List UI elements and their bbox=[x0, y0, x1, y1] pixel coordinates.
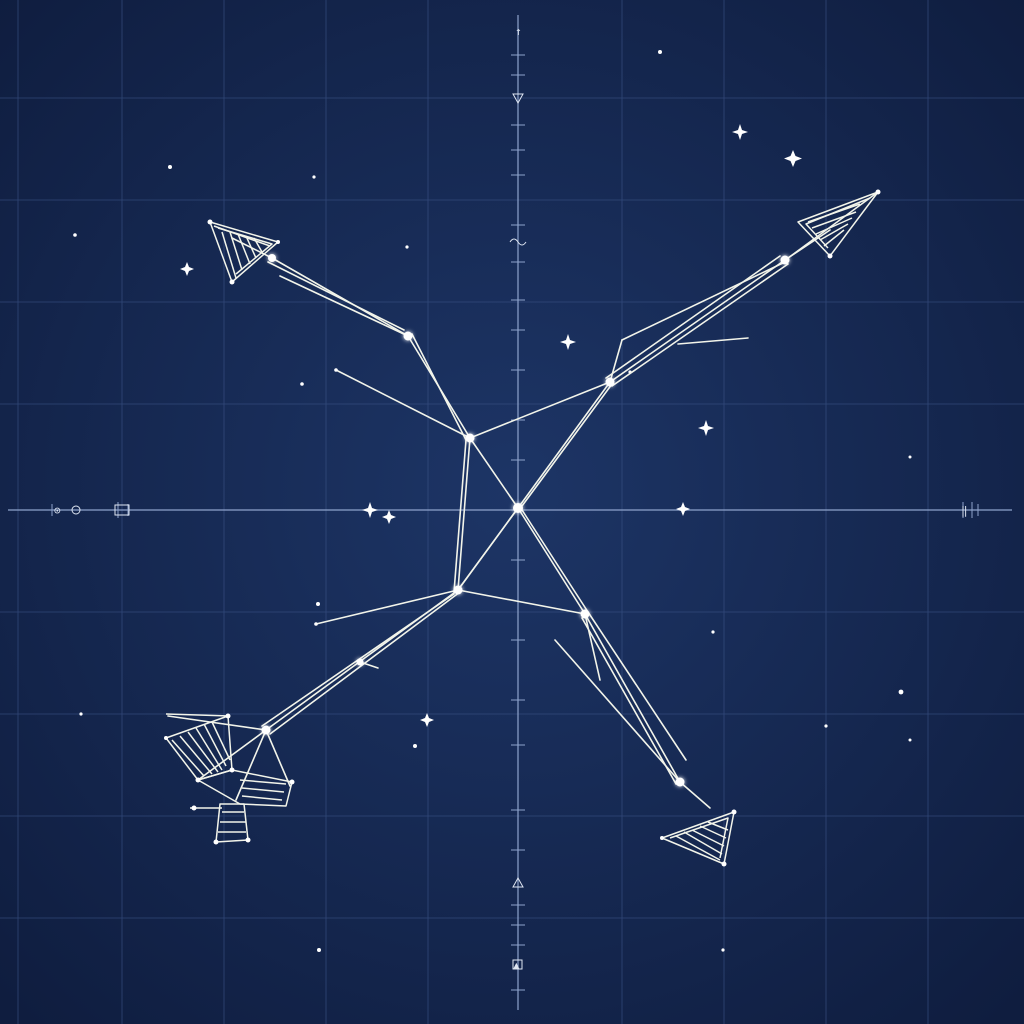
arrowhead-lower-right bbox=[661, 811, 735, 865]
constellation-lines bbox=[167, 229, 831, 809]
sparkle-star bbox=[420, 713, 434, 727]
sparkle-star bbox=[698, 420, 714, 436]
star-node bbox=[605, 377, 615, 387]
star-node bbox=[453, 585, 463, 595]
sparkle-star bbox=[362, 502, 378, 518]
y-axis-bottom-label: ▲ bbox=[513, 959, 520, 972]
constellation-nodes bbox=[261, 254, 790, 787]
star-node bbox=[513, 503, 523, 513]
y-axis-ticks bbox=[511, 54, 525, 991]
axis-markers bbox=[71, 93, 527, 970]
star-node bbox=[403, 331, 413, 341]
arrowhead-upper-right bbox=[787, 191, 879, 259]
sparkle-star bbox=[560, 334, 576, 350]
star-node bbox=[780, 255, 790, 265]
background-stars bbox=[73, 50, 912, 952]
bracket-marker bbox=[114, 504, 130, 516]
star-node bbox=[465, 433, 475, 443]
star-node bbox=[268, 254, 276, 262]
star-node bbox=[261, 725, 271, 735]
sparkle-star bbox=[382, 510, 396, 524]
circle-marker bbox=[71, 505, 81, 515]
sparkle-star bbox=[180, 262, 194, 276]
sparkle-stars bbox=[180, 124, 802, 727]
sparkle-star bbox=[676, 502, 690, 516]
star-node bbox=[356, 658, 364, 666]
y-axis-top-label: ↑ bbox=[515, 25, 522, 38]
feathered-tail-lower-left bbox=[165, 713, 293, 843]
squiggle-marker bbox=[509, 238, 527, 246]
triangle-up-marker bbox=[512, 876, 524, 888]
arrowheads bbox=[165, 191, 879, 865]
square-marker bbox=[512, 959, 523, 970]
sparkle-star bbox=[784, 150, 802, 167]
star-node bbox=[675, 777, 685, 787]
x-axis-right-label: ‖ bbox=[961, 504, 968, 517]
endpoint-dots bbox=[164, 189, 881, 867]
sparkle-star bbox=[732, 124, 748, 140]
arrowhead-upper-left bbox=[209, 221, 279, 283]
arrow-down-marker bbox=[512, 93, 524, 105]
x-axis-left-label: ⊙ bbox=[54, 504, 61, 517]
star-node bbox=[580, 609, 590, 619]
